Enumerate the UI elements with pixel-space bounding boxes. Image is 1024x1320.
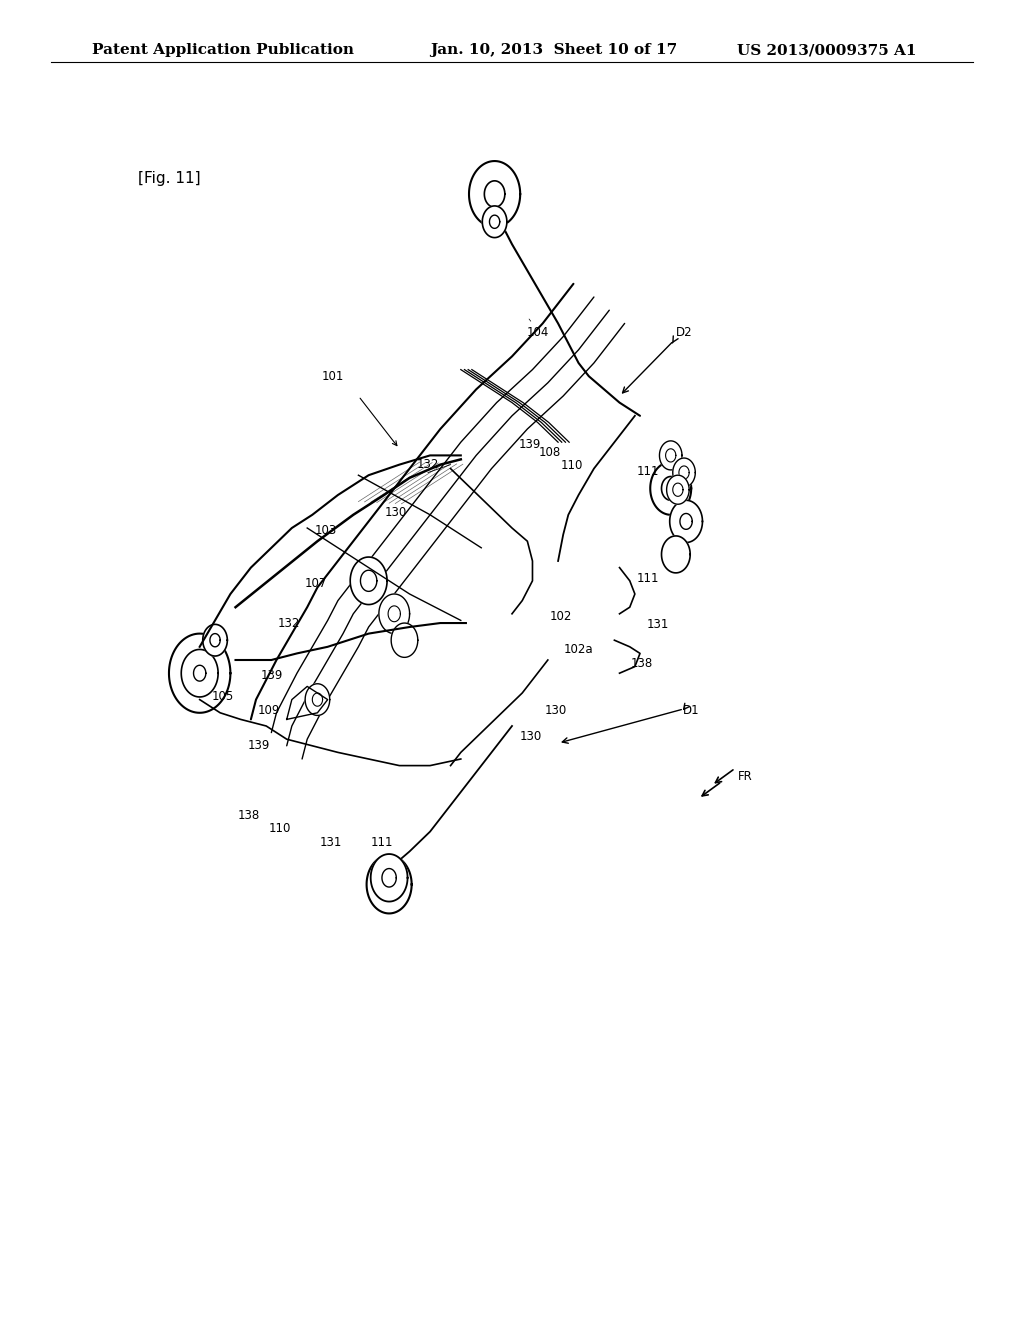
Text: 132: 132	[278, 616, 300, 630]
Text: 110: 110	[560, 459, 583, 473]
Polygon shape	[469, 161, 520, 227]
Polygon shape	[659, 441, 682, 470]
Text: 104: 104	[526, 326, 549, 339]
Text: 131: 131	[319, 836, 342, 849]
Text: 102a: 102a	[564, 643, 593, 656]
Polygon shape	[203, 624, 227, 656]
Text: Patent Application Publication: Patent Application Publication	[92, 44, 354, 57]
Polygon shape	[673, 458, 695, 487]
Text: 138: 138	[238, 809, 260, 822]
Text: [Fig. 11]: [Fig. 11]	[138, 170, 201, 186]
Text: 110: 110	[268, 822, 291, 836]
Text: 102: 102	[550, 610, 572, 623]
Text: 105: 105	[212, 690, 234, 704]
Text: 109: 109	[258, 704, 281, 717]
Polygon shape	[379, 594, 410, 634]
Text: 139: 139	[518, 438, 541, 451]
Text: 108: 108	[539, 446, 561, 459]
Polygon shape	[667, 475, 689, 504]
Text: 111: 111	[637, 465, 659, 478]
Polygon shape	[650, 462, 691, 515]
Text: 139: 139	[248, 739, 270, 752]
Text: 131: 131	[646, 618, 669, 631]
Polygon shape	[367, 855, 412, 913]
Polygon shape	[670, 500, 702, 543]
Text: D1: D1	[683, 704, 699, 717]
Polygon shape	[482, 206, 507, 238]
Text: 130: 130	[519, 730, 542, 743]
Text: D2: D2	[676, 326, 692, 339]
Text: FR: FR	[738, 770, 753, 783]
Polygon shape	[662, 536, 690, 573]
Polygon shape	[371, 854, 408, 902]
Polygon shape	[169, 634, 230, 713]
Text: 103: 103	[314, 524, 337, 537]
Text: 107: 107	[304, 577, 327, 590]
Text: 139: 139	[260, 669, 283, 682]
Text: 138: 138	[631, 657, 653, 671]
Text: 111: 111	[371, 836, 393, 849]
Polygon shape	[305, 684, 330, 715]
Text: 130: 130	[385, 506, 408, 519]
Text: Jan. 10, 2013  Sheet 10 of 17: Jan. 10, 2013 Sheet 10 of 17	[430, 44, 677, 57]
Text: US 2013/0009375 A1: US 2013/0009375 A1	[737, 44, 916, 57]
Text: 111: 111	[637, 572, 659, 585]
Text: 130: 130	[545, 704, 567, 717]
Polygon shape	[350, 557, 387, 605]
Polygon shape	[391, 623, 418, 657]
Text: 101: 101	[322, 370, 344, 383]
Text: 132: 132	[417, 458, 439, 471]
